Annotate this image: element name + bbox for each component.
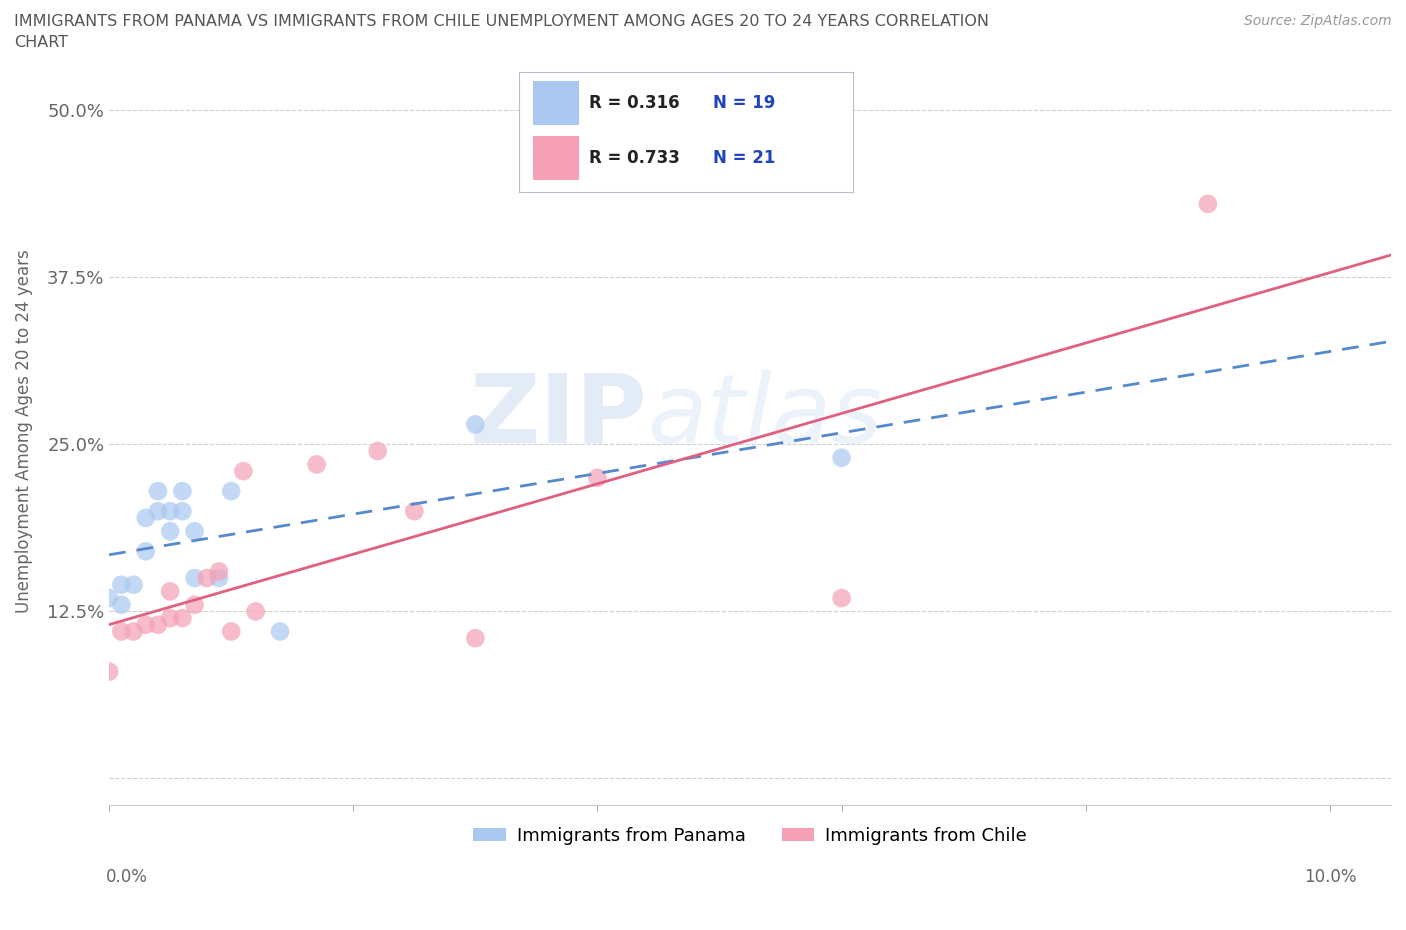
Point [219, 624, 242, 639]
Point [586, 471, 609, 485]
Text: atlas: atlas [648, 369, 883, 462]
Point [172, 504, 194, 519]
Point [159, 611, 181, 626]
Text: ZIP: ZIP [470, 369, 648, 462]
Text: 10.0%: 10.0% [1305, 868, 1357, 885]
Text: 0.0%: 0.0% [105, 868, 148, 885]
Point [110, 624, 132, 639]
Point [208, 571, 231, 586]
Point [159, 524, 181, 538]
Point [98, 591, 121, 605]
Y-axis label: Unemployment Among Ages 20 to 24 years: Unemployment Among Ages 20 to 24 years [15, 249, 32, 613]
Text: IMMIGRANTS FROM PANAMA VS IMMIGRANTS FROM CHILE UNEMPLOYMENT AMONG AGES 20 TO 24: IMMIGRANTS FROM PANAMA VS IMMIGRANTS FRO… [14, 14, 988, 29]
Text: Source: ZipAtlas.com: Source: ZipAtlas.com [1244, 14, 1392, 28]
Point [110, 597, 132, 612]
Point [219, 484, 242, 498]
Point [245, 604, 267, 618]
Point [110, 578, 132, 592]
Point [135, 544, 157, 559]
Point [831, 450, 853, 465]
Point [464, 631, 486, 645]
Point [269, 624, 291, 639]
Point [172, 484, 194, 498]
Point [195, 571, 218, 586]
Point [367, 444, 389, 458]
Point [831, 591, 853, 605]
Point [305, 457, 328, 472]
Point [135, 511, 157, 525]
Point [122, 578, 145, 592]
Point [159, 584, 181, 599]
Point [146, 618, 169, 632]
Legend: Immigrants from Panama, Immigrants from Chile: Immigrants from Panama, Immigrants from … [467, 820, 1033, 852]
Point [146, 504, 169, 519]
Point [159, 504, 181, 519]
Point [183, 597, 205, 612]
Point [232, 464, 254, 479]
Point [183, 571, 205, 586]
Point [146, 484, 169, 498]
Point [1197, 196, 1219, 211]
Point [183, 524, 205, 538]
Point [172, 611, 194, 626]
Point [404, 504, 426, 519]
Point [464, 417, 486, 432]
Point [122, 624, 145, 639]
Point [98, 664, 121, 679]
Point [208, 564, 231, 578]
Point [135, 618, 157, 632]
Text: CHART: CHART [14, 35, 67, 50]
